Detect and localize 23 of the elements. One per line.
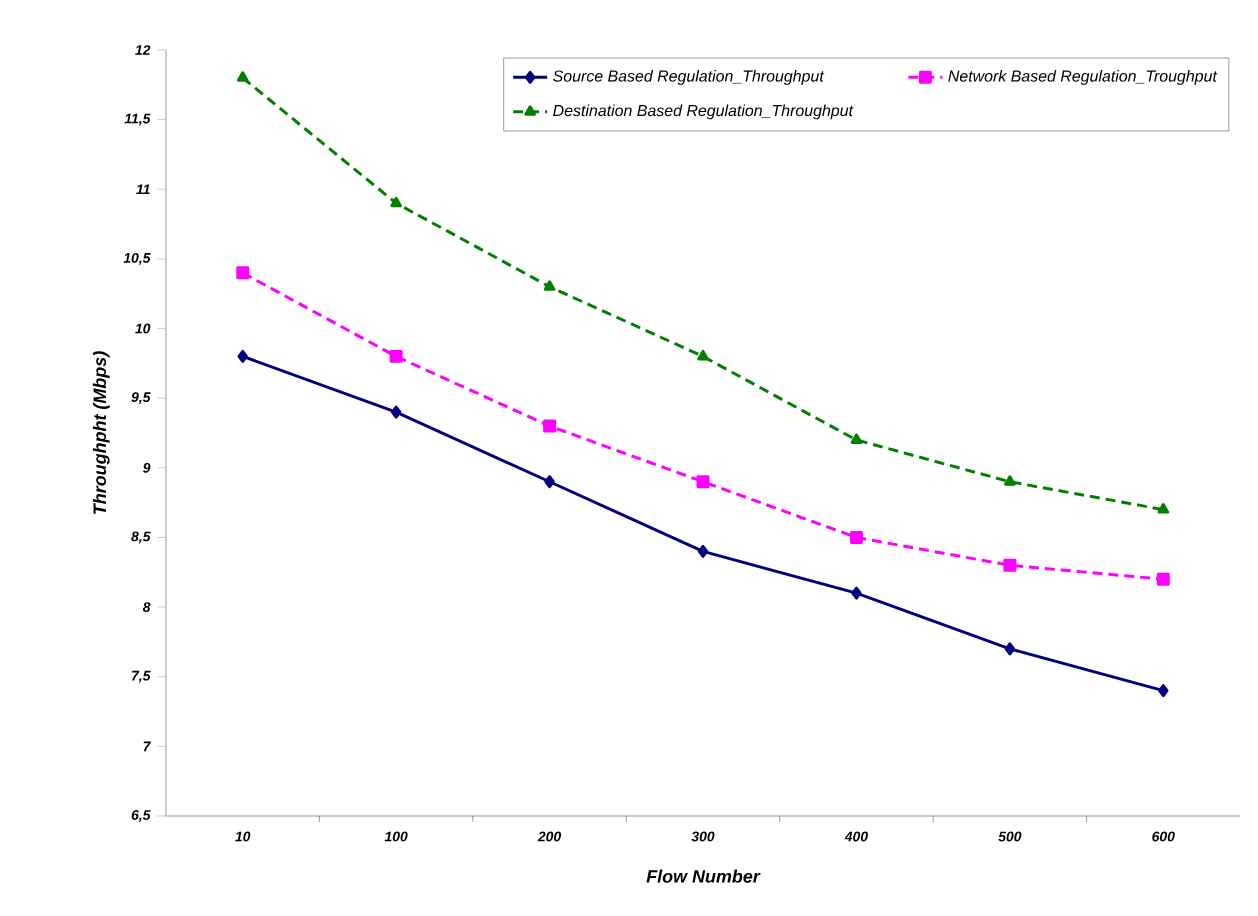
point [849, 530, 863, 544]
y-axis-title: Throughpht (Mbps) [92, 351, 110, 514]
point [390, 405, 402, 419]
point [390, 196, 402, 208]
point [1156, 572, 1170, 586]
point [543, 280, 556, 291]
point [1004, 642, 1016, 656]
point [237, 349, 248, 363]
point [850, 433, 863, 444]
point [1003, 558, 1017, 572]
point [697, 544, 709, 558]
point [697, 349, 709, 361]
point [389, 349, 403, 363]
point [1158, 684, 1169, 698]
point [236, 71, 249, 82]
point [1004, 475, 1016, 486]
point [1157, 503, 1170, 514]
x-axis-title: Flow Number [646, 869, 761, 883]
point [236, 266, 250, 280]
point [544, 475, 555, 489]
point [851, 586, 862, 600]
point [543, 419, 557, 433]
point [696, 475, 710, 489]
